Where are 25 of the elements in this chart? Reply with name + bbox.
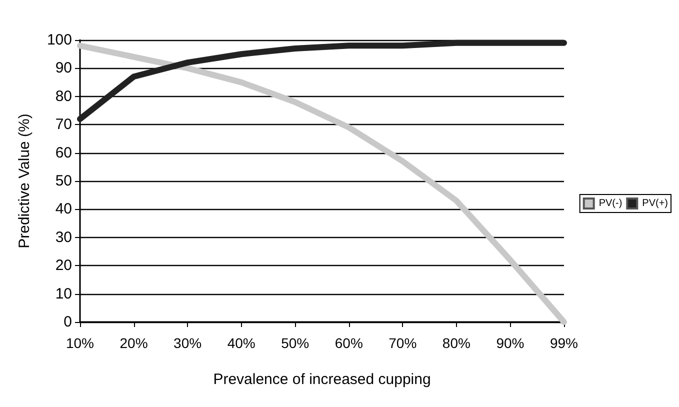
y-tick-label: 0 [64, 314, 72, 330]
y-tick-label: 60 [55, 144, 72, 162]
x-tick-label: 10% [66, 335, 94, 351]
x-tick-label: 50% [281, 335, 310, 351]
legend-label: PV(+) [642, 198, 668, 209]
x-tick-label: 40% [227, 335, 256, 351]
y-tick-label: 50 [55, 172, 72, 190]
y-tick-label: 40 [55, 200, 72, 218]
x-tick-label: 99% [550, 335, 578, 351]
x-tick-label: 80% [442, 335, 470, 351]
y-axis-title: Predictive Value (%) [16, 114, 33, 248]
y-tick-label: 90 [55, 60, 72, 77]
y-tick-label: 70 [55, 116, 72, 134]
x-tick-label: 60% [334, 335, 363, 351]
y-tick-label: 80 [55, 88, 72, 105]
y-tick-label: 30 [55, 228, 72, 246]
x-tick-label: 70% [388, 335, 417, 351]
y-tick-label: 100 [46, 32, 72, 48]
legend-label: PV(-) [598, 198, 622, 209]
x-axis-title: Prevalence of increased cupping [213, 371, 431, 388]
y-tick-label: 20 [55, 257, 72, 274]
x-tick-label: 90% [496, 335, 524, 351]
x-tick-label: 30% [174, 335, 202, 351]
y-tick-label: 10 [55, 285, 72, 302]
x-tick-label: 20% [120, 335, 148, 351]
